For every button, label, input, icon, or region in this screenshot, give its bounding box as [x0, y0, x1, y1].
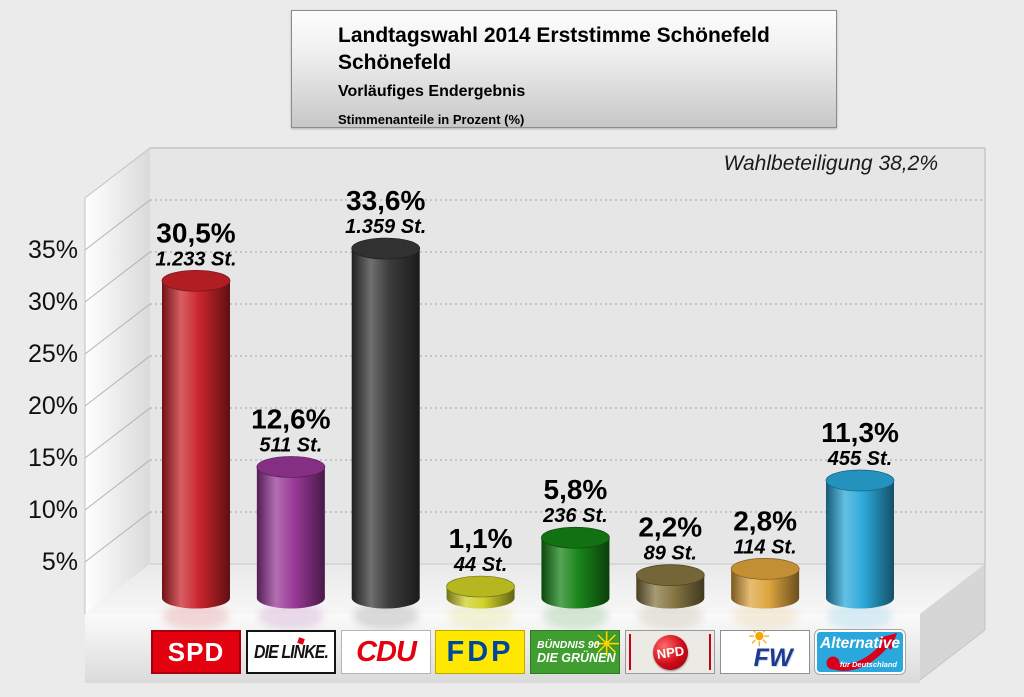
bar-fw-votes-label: 114 St. — [734, 536, 797, 558]
fdp-logo-label: FDP — [446, 635, 514, 668]
bar-die-linke: 12,6%511 St. — [251, 403, 331, 629]
npd-circle-icon: NPD — [650, 632, 690, 672]
party-logo-npd: NPD — [625, 630, 715, 674]
ytick-label-5: 5% — [42, 548, 78, 576]
chart-title-line1: Landtagswahl 2014 Erststimme Schönefeld — [338, 24, 770, 47]
side-tick-10 — [84, 459, 151, 511]
bar-fw-pct-label: 2,8% — [733, 505, 797, 536]
bar-cdu-pct-label: 33,6% — [346, 185, 425, 216]
ytick-label-20: 20% — [28, 392, 78, 420]
bar-fdp: 1,1%44 St. — [446, 523, 515, 629]
bar-cdu-votes-label: 1.359 St. — [345, 216, 426, 238]
gruene-logo-line2: DIE GRÜNEN — [537, 651, 616, 665]
bar-b-ndnis-90-die-gr-nen-pct-label: 5,8% — [544, 474, 608, 505]
bar-afd-votes-label: 455 St. — [827, 448, 892, 470]
side-tick-20 — [84, 355, 151, 407]
bar-npd-pct-label: 2,2% — [638, 512, 702, 543]
chart-title-line2: Schönefeld — [338, 51, 452, 74]
die-linke-logo-label: DIE LINKE. — [254, 641, 329, 662]
chart-subtitle: Vorläufiges Endergebnis — [338, 83, 526, 100]
bar-spd-votes-label: 1.233 St. — [155, 248, 236, 270]
party-logo-fdp: FDP — [435, 630, 525, 674]
ytick-label-10: 10% — [28, 496, 78, 524]
npd-left-stripe — [629, 634, 631, 670]
side-tick-25 — [84, 303, 151, 355]
npd-logo-label: NPD — [655, 642, 685, 662]
afd-logo-sublabel: für Deutschland — [839, 660, 897, 669]
cdu-logo-label: CDU — [356, 635, 417, 668]
ytick-label-15: 15% — [28, 444, 78, 472]
sunflower-icon: ✳ — [592, 630, 620, 664]
bar-die-linke-votes-label: 511 St. — [259, 434, 322, 456]
floor-slab-right — [920, 564, 985, 680]
bar-b-ndnis-90-die-gr-nen-votes-label: 236 St. — [542, 505, 607, 527]
party-logo-spd: SPD — [151, 630, 241, 674]
side-tick-35 — [84, 199, 151, 251]
party-logo-gruene: ✳ BÜNDNIS 90 DIE GRÜNEN — [530, 630, 620, 674]
fw-logo-label: FW — [753, 643, 793, 672]
ytick-label-25: 25% — [28, 340, 78, 368]
bar-npd-votes-label: 89 St. — [644, 543, 697, 565]
party-logo-afd: Alternative für Deutschland — [814, 629, 906, 675]
party-logo-cdu: CDU — [341, 630, 431, 674]
bar-afd-pct-label: 11,3% — [821, 417, 899, 448]
bar-fdp-votes-label: 44 St. — [453, 554, 507, 576]
side-tick-15 — [84, 407, 151, 459]
side-tick-30 — [84, 251, 151, 303]
spd-logo-label: SPD — [167, 636, 225, 667]
party-logo-fw: ☀ FW — [720, 630, 810, 674]
party-logo-die-linke: DIE LINKE. — [246, 630, 336, 674]
bar-b-ndnis-90-die-gr-nen: 5,8%236 St. — [541, 474, 610, 629]
bar-spd-pct-label: 30,5% — [156, 217, 235, 248]
bar-die-linke-pct-label: 12,6% — [251, 403, 330, 434]
ytick-label-35: 35% — [28, 236, 78, 264]
bar-fdp-pct-label: 1,1% — [449, 523, 513, 554]
gruene-logo-line1: BÜNDNIS 90 — [537, 639, 600, 651]
bar-npd: 2,2%89 St. — [635, 512, 705, 629]
ytick-label-30: 30% — [28, 288, 78, 316]
afd-arrow-icon — [826, 633, 897, 671]
bar-fw: 2,8%114 St. — [730, 505, 800, 629]
chart-title-box: Landtagswahl 2014 Erststimme Schönefeld … — [291, 10, 837, 128]
sun-icon: ☀ — [747, 630, 772, 652]
npd-right-stripe — [709, 634, 711, 670]
turnout-label: Wahlbeteiligung 38,2% — [723, 152, 938, 175]
bar-cdu: 33,6%1.359 St. — [345, 185, 426, 629]
chart-unit-note: Stimmenanteile in Prozent (%) — [338, 112, 525, 127]
bar-spd: 30,5%1.233 St. — [155, 217, 237, 629]
side-tick-5 — [84, 511, 151, 563]
bar-afd: 11,3%455 St. — [821, 417, 899, 629]
afd-logo-label: Alternative — [819, 635, 901, 652]
